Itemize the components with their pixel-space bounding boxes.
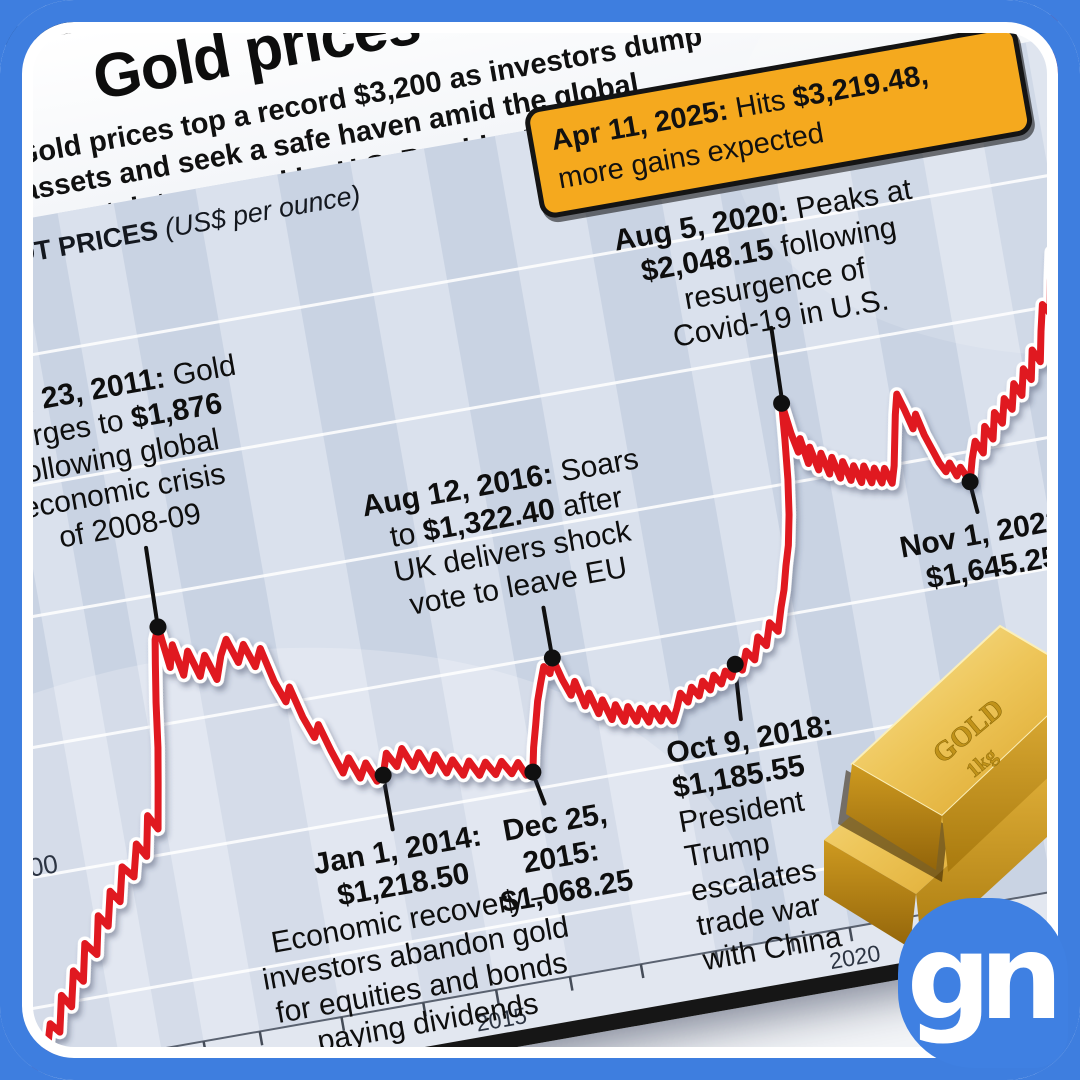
- sheen-highlight-2: [730, 0, 1080, 357]
- gold-bar-upper-front: [942, 693, 1072, 872]
- gold-bar-upper-end: [846, 764, 942, 870]
- x-axis-line: [0, 820, 1080, 1080]
- graphic-news-logo: gn: [898, 898, 1068, 1068]
- sheen-highlight: [0, 647, 754, 1080]
- callout-dots: [149, 394, 979, 784]
- x-axis-strip: [0, 821, 1080, 1080]
- gold-bar-lower-end: [824, 840, 916, 948]
- logo-text: gn: [906, 908, 1064, 1046]
